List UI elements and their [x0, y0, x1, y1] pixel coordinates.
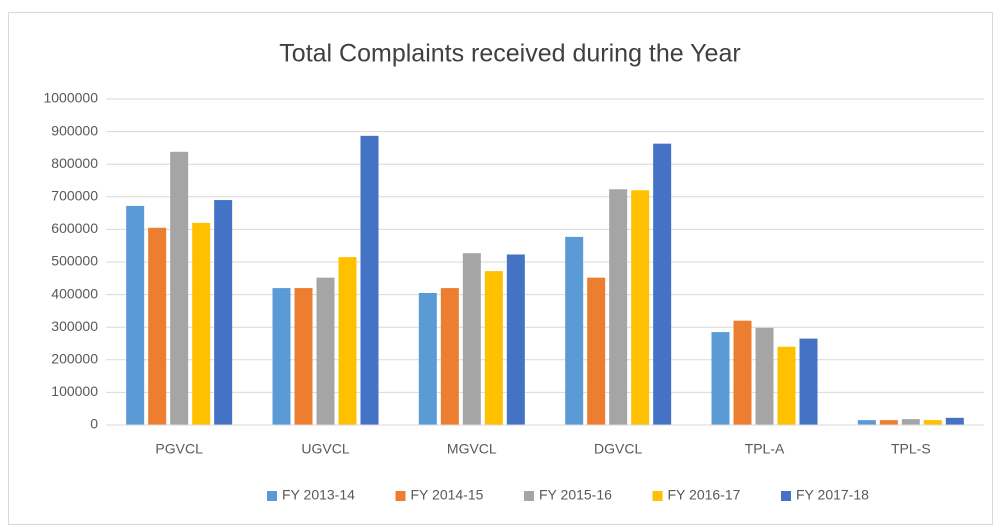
x-tick-label: PGVCL	[155, 441, 203, 457]
bar	[631, 190, 650, 425]
bar	[901, 419, 920, 425]
legend-label: FY 2014-15	[411, 487, 484, 503]
bar	[294, 288, 313, 425]
bar	[755, 327, 774, 425]
bar	[733, 320, 752, 425]
legend-label: FY 2016-17	[668, 487, 741, 503]
y-tick-label: 800000	[51, 155, 98, 171]
bar	[506, 254, 525, 425]
y-tick-label: 900000	[51, 122, 98, 138]
x-tick-label: TPL-S	[891, 441, 931, 457]
x-tick-label: TPL-A	[745, 441, 785, 457]
y-tick-label: 200000	[51, 351, 98, 367]
bar	[777, 346, 796, 425]
x-tick-label: UGVCL	[301, 441, 349, 457]
bar	[272, 288, 291, 425]
legend-label: FY 2017-18	[796, 487, 869, 503]
bar	[338, 257, 357, 425]
y-tick-label: 300000	[51, 318, 98, 334]
legend-swatch	[395, 491, 406, 501]
x-tick-label: DGVCL	[594, 441, 642, 457]
legend-label: FY 2015-16	[539, 487, 612, 503]
legend-swatch	[652, 491, 663, 501]
bar	[653, 143, 672, 426]
y-tick-label: 500000	[51, 253, 98, 269]
bar	[418, 292, 437, 425]
legend-swatch	[267, 491, 277, 501]
y-tick-label: 0	[90, 416, 98, 432]
bar	[170, 151, 189, 425]
bar	[711, 332, 730, 425]
bar	[879, 420, 898, 425]
bar	[609, 189, 628, 425]
y-tick-label: 100000	[51, 383, 98, 399]
bar	[462, 253, 481, 425]
y-tick-label: 700000	[51, 188, 98, 204]
bar	[587, 277, 606, 425]
legend-swatch	[524, 491, 534, 501]
bar	[126, 205, 145, 425]
legend-swatch	[781, 491, 791, 501]
legend-label: FY 2013-14	[282, 487, 355, 503]
bar	[484, 271, 503, 425]
bar	[440, 288, 459, 425]
bar	[923, 420, 942, 425]
bar	[192, 222, 211, 425]
y-tick-label: 600000	[51, 220, 98, 236]
chart-title: Total Complaints received during the Yea…	[279, 40, 740, 68]
bar	[316, 277, 335, 425]
bar	[360, 135, 379, 425]
bar	[945, 417, 964, 425]
y-tick-label: 400000	[51, 285, 98, 301]
bar	[565, 236, 584, 425]
x-tick-label: MGVCL	[447, 441, 497, 457]
y-tick-label: 1000000	[43, 90, 98, 106]
bar	[857, 420, 876, 425]
bar	[148, 227, 167, 425]
bar	[799, 338, 818, 425]
bar	[214, 200, 233, 425]
